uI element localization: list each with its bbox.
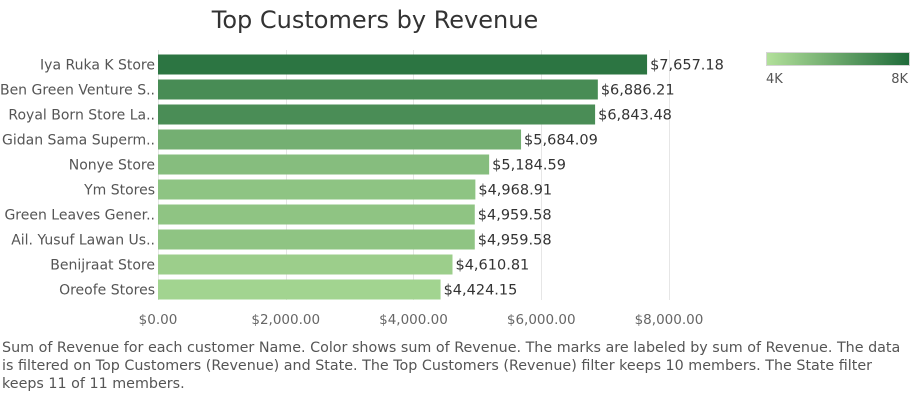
bar[interactable] bbox=[158, 279, 441, 300]
category-label: Iya Ruka K Store bbox=[40, 58, 155, 74]
x-tick-label: $6,000.00 bbox=[507, 312, 576, 328]
bar[interactable] bbox=[158, 254, 453, 275]
bar[interactable] bbox=[158, 129, 522, 150]
legend-max-label: 8K bbox=[891, 72, 908, 87]
bar[interactable] bbox=[158, 79, 598, 100]
bar[interactable] bbox=[158, 229, 475, 250]
category-label: Ail. Yusuf Lawan Us.. bbox=[11, 233, 155, 249]
category-label: Gidan Sama Superm.. bbox=[2, 133, 155, 149]
category-label: Royal Born Store La.. bbox=[8, 108, 155, 124]
value-label: $5,684.09 bbox=[524, 133, 598, 149]
value-label: $4,959.58 bbox=[478, 233, 552, 249]
bar[interactable] bbox=[158, 154, 490, 175]
bars bbox=[158, 54, 648, 300]
chart-caption: Sum of Revenue for each customer Name. C… bbox=[2, 340, 901, 392]
value-label: $4,959.58 bbox=[478, 208, 552, 224]
x-tick-label: $4,000.00 bbox=[379, 312, 448, 328]
x-axis: $0.00 $2,000.00 $4,000.00 $6,000.00 $8,000.0… bbox=[139, 312, 704, 328]
bar[interactable] bbox=[158, 179, 476, 200]
color-legend: 4K 8K bbox=[766, 52, 910, 92]
category-label: Ben Green Venture S.. bbox=[0, 83, 155, 99]
category-labels: Iya Ruka K Store Ben Green Venture S.. Roy… bbox=[0, 58, 155, 299]
bar-chart: Iya Ruka K Store Ben Green Venture S.. Roy… bbox=[0, 50, 724, 328]
category-label: Oreofe Stores bbox=[59, 283, 155, 299]
bar[interactable] bbox=[158, 54, 648, 75]
value-label: $5,184.59 bbox=[492, 158, 566, 174]
value-label: $6,843.48 bbox=[598, 108, 672, 124]
x-tick-label: $0.00 bbox=[139, 312, 178, 328]
data-labels: $7,657.18 $6,886.21 $6,843.48$5,684.09 $5,1… bbox=[444, 58, 724, 299]
value-label: $4,968.91 bbox=[478, 183, 552, 199]
value-label: $4,424.15 bbox=[444, 283, 518, 299]
bar[interactable] bbox=[158, 204, 475, 225]
x-tick-label: $2,000.00 bbox=[251, 312, 320, 328]
value-label: $6,886.21 bbox=[601, 83, 675, 99]
category-label: Green Leaves Gener.. bbox=[4, 208, 155, 224]
category-label: Nonye Store bbox=[69, 158, 155, 174]
value-label: $4,610.81 bbox=[455, 258, 529, 274]
category-label: Ym Stores bbox=[83, 183, 155, 199]
value-label: $7,657.18 bbox=[650, 58, 724, 74]
color-legend-gradient bbox=[766, 52, 910, 66]
category-label: Benijraat Store bbox=[50, 258, 155, 274]
chart-title: Top Customers by Revenue bbox=[211, 6, 539, 34]
x-tick-label: $8,000.00 bbox=[635, 312, 704, 328]
legend-min-label: 4K bbox=[766, 72, 783, 87]
bar[interactable] bbox=[158, 104, 596, 125]
